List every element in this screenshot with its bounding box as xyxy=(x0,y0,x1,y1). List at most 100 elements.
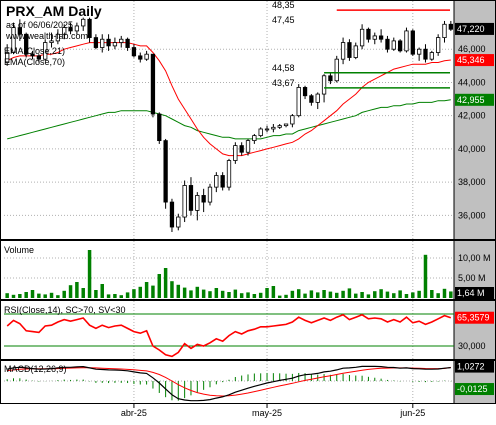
candle-body xyxy=(348,43,351,58)
candle xyxy=(398,39,401,52)
macd-value-box-text: 1,0272 xyxy=(457,362,485,372)
rsi-tick-label: 30,000 xyxy=(458,341,486,351)
volume-tick-label: 10,00 M xyxy=(458,253,491,263)
candle xyxy=(88,18,91,43)
x-tick-label: may-25 xyxy=(252,408,282,418)
volume-bar xyxy=(253,294,256,298)
candle xyxy=(303,86,306,99)
volume-bar xyxy=(31,290,34,298)
ema21-value-box-text: 45,346 xyxy=(457,55,485,65)
candle xyxy=(392,38,395,51)
volume-bar xyxy=(183,288,186,298)
volume-bar xyxy=(221,291,224,298)
candle xyxy=(272,124,275,132)
ema21-value-box: 45,346 xyxy=(455,54,494,66)
candle xyxy=(379,29,382,42)
candle xyxy=(107,34,110,51)
volume-bar xyxy=(303,294,306,298)
candle xyxy=(158,112,161,144)
candle xyxy=(120,36,123,48)
candle-body xyxy=(189,185,192,210)
last-price-box: 47,220 xyxy=(455,23,494,35)
volume-bar xyxy=(37,294,40,298)
candle-body xyxy=(443,24,446,37)
candle xyxy=(443,21,446,43)
candle xyxy=(139,53,142,63)
candle-body xyxy=(373,36,376,39)
candle-body xyxy=(139,56,142,59)
candle-body xyxy=(253,136,256,141)
candle xyxy=(310,94,313,106)
volume-bar xyxy=(5,293,8,298)
candle-body xyxy=(113,43,116,46)
volume-tick-label: 5,00 M xyxy=(458,273,486,283)
volume-bar xyxy=(430,290,433,298)
volume-bar xyxy=(316,292,319,298)
price-tick-label: 36,000 xyxy=(458,210,486,220)
price-tick-label: 42,000 xyxy=(458,111,486,121)
candle xyxy=(449,21,452,31)
candle-body xyxy=(227,161,230,188)
candle-body xyxy=(151,54,154,114)
candle-body xyxy=(360,29,363,46)
candle-body xyxy=(202,195,205,202)
volume-bar xyxy=(348,288,351,298)
candle-body xyxy=(398,41,401,51)
volume-bar xyxy=(50,293,53,298)
chart-title: PRX_AM Daily xyxy=(6,3,102,19)
candle-body xyxy=(322,76,325,94)
ema21-line xyxy=(7,43,451,156)
rsi-title: RSI(Close,14), SC>70, SV<30 xyxy=(4,305,126,315)
candle-body xyxy=(265,129,268,130)
candle xyxy=(259,127,262,137)
watermark: www.wealth-lab.com xyxy=(5,31,88,41)
legend-ema21: EMA(Close,21) xyxy=(4,46,65,56)
chart-subtitle: as of 06/06/2025 xyxy=(6,20,73,30)
candle-body xyxy=(120,39,123,42)
volume-bar xyxy=(215,288,218,298)
price-tick-label: 40,000 xyxy=(458,144,486,154)
volume-bar xyxy=(417,291,420,298)
candle-body xyxy=(291,116,294,124)
candle-body xyxy=(405,31,408,51)
level-label: 44,58 xyxy=(272,63,295,73)
y-axis-strip xyxy=(454,300,496,360)
ema70-line xyxy=(7,100,451,139)
macd-hist-value-box: -0,0125 xyxy=(455,383,494,395)
volume-bar xyxy=(18,294,21,298)
volume-bar xyxy=(120,295,123,298)
volume-bar xyxy=(164,268,167,298)
candle-body xyxy=(411,31,414,54)
candle-body xyxy=(246,141,249,153)
candle xyxy=(424,44,427,62)
candle xyxy=(417,48,420,61)
volume-bar xyxy=(272,286,275,298)
candle-body xyxy=(310,96,313,103)
volume-bar xyxy=(379,289,382,298)
candle xyxy=(132,44,135,57)
candle xyxy=(189,177,192,215)
volume-bar xyxy=(139,287,142,298)
candle-body xyxy=(158,114,161,141)
volume-bar xyxy=(411,292,414,298)
price-tick-label: 44,000 xyxy=(458,77,486,87)
candle-body xyxy=(94,38,97,48)
candle xyxy=(430,51,433,61)
level-label: 43,67 xyxy=(272,78,295,88)
candle xyxy=(360,24,363,49)
volume-bar xyxy=(113,294,116,298)
volume-bar xyxy=(75,282,78,298)
candle xyxy=(373,33,376,45)
candle xyxy=(164,139,167,209)
candle xyxy=(100,34,103,52)
legend-ema70: EMA(Close,70) xyxy=(4,57,65,67)
rsi-line xyxy=(7,315,451,357)
macd-pane: 1,0272 -0,0125 xyxy=(1,360,496,404)
volume-bar xyxy=(100,284,103,298)
ema70-value-box-text: 42,955 xyxy=(457,95,485,105)
candle xyxy=(240,142,243,155)
candle xyxy=(284,124,287,127)
volume-bar xyxy=(196,287,199,298)
